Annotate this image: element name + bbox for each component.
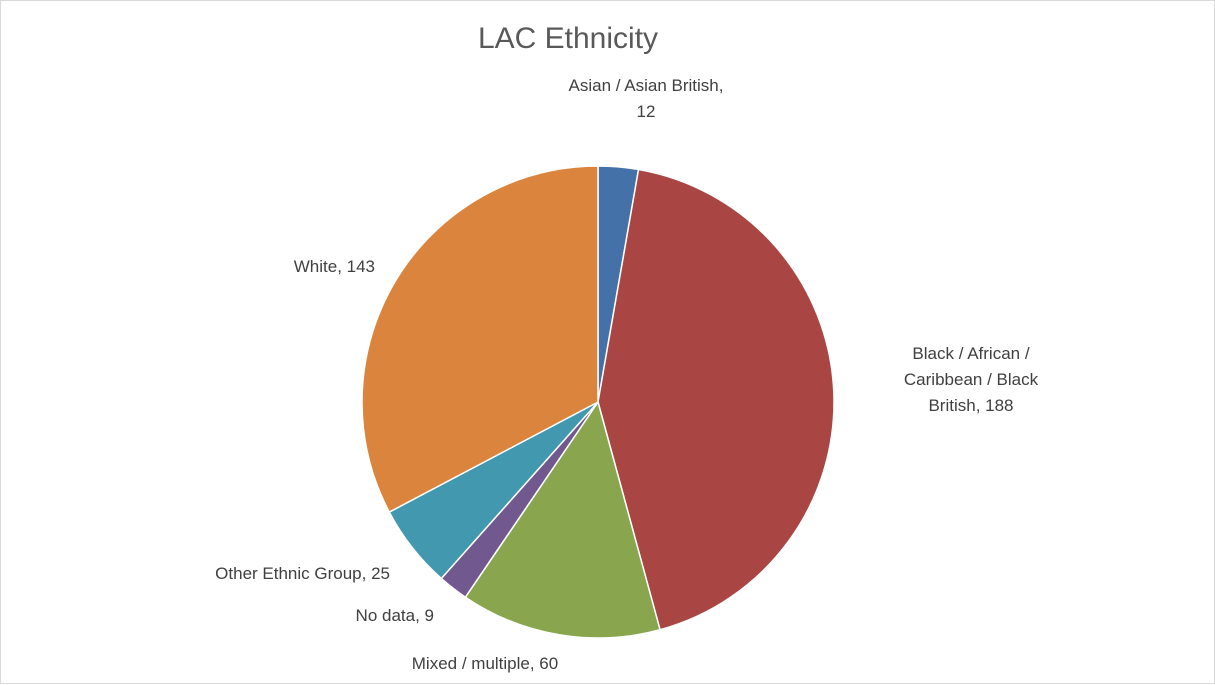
data-label: Black / African / Caribbean / Black Britis… bbox=[904, 344, 1039, 415]
pie-slice-black-african-caribbean-black-british bbox=[597, 168, 835, 631]
data-label-line: Mixed / multiple, 60 bbox=[412, 654, 558, 673]
data-label-line: Black / African / bbox=[912, 344, 1029, 363]
data-label: Mixed / multiple, 60 bbox=[412, 654, 558, 673]
data-label-line: 12 bbox=[637, 102, 656, 121]
data-label-line: British, 188 bbox=[928, 396, 1013, 415]
pie-slice-mixed-multiple bbox=[464, 400, 661, 639]
data-label-line: Asian / Asian British, bbox=[569, 76, 724, 95]
data-label-line: Caribbean / Black bbox=[904, 370, 1039, 389]
data-label-line: Other Ethnic Group, 25 bbox=[215, 564, 390, 583]
data-label: Asian / Asian British, 12 bbox=[569, 76, 724, 121]
data-label: No data, 9 bbox=[356, 606, 434, 625]
data-label: Other Ethnic Group, 25 bbox=[215, 564, 390, 583]
data-label-line: No data, 9 bbox=[356, 606, 434, 625]
pie-slices bbox=[361, 165, 835, 639]
data-label-line: White, 143 bbox=[294, 257, 375, 276]
data-labels: Asian / Asian British, 12 Black / African … bbox=[215, 76, 1038, 673]
data-label: White, 143 bbox=[294, 257, 375, 276]
pie-slice-white bbox=[361, 165, 599, 514]
chart-title: LAC Ethnicity bbox=[478, 22, 658, 55]
